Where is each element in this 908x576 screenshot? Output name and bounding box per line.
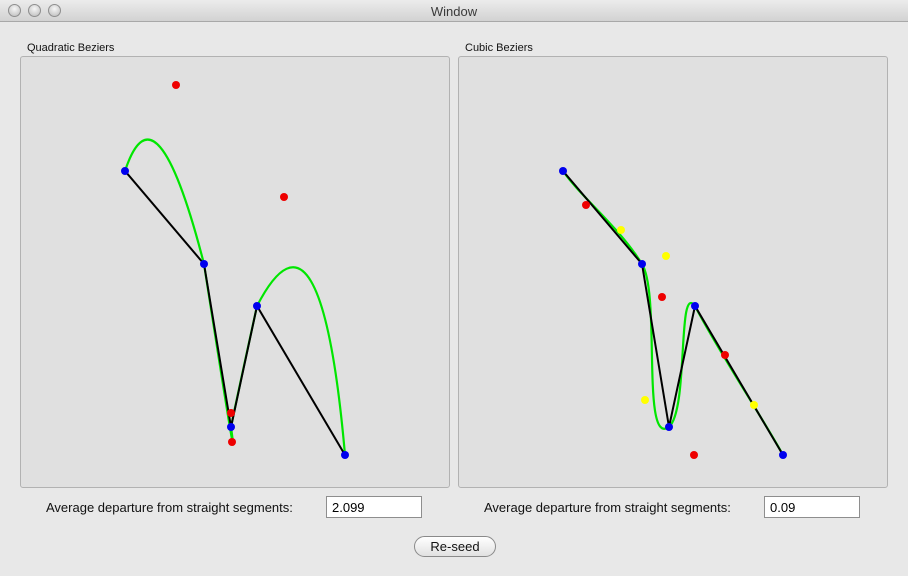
anchor-point[interactable] [253,302,261,310]
close-window-button[interactable] [8,4,21,17]
control-point[interactable] [227,409,235,417]
anchor-point[interactable] [341,451,349,459]
control-point[interactable] [617,226,625,234]
minimize-window-button[interactable] [28,4,41,17]
control-point[interactable] [280,193,288,201]
anchor-point[interactable] [638,260,646,268]
control-point[interactable] [690,451,698,459]
quadratic-panel-title: Quadratic Beziers [27,42,115,54]
anchor-point[interactable] [200,260,208,268]
quadratic-departure-field[interactable] [326,496,422,518]
control-point[interactable] [750,401,758,409]
cubic-drawing [559,167,787,459]
title-bar: Window [0,0,908,22]
window-title: Window [430,4,478,19]
quadratic-departure-label: Average departure from straight segments… [46,500,293,515]
anchor-point[interactable] [559,167,567,175]
cubic-bezier-canvas[interactable] [458,56,888,488]
quadratic-bezier-canvas[interactable] [20,56,450,488]
anchor-point[interactable] [665,423,673,431]
control-point[interactable] [172,81,180,89]
anchor-point[interactable] [227,423,235,431]
quadratic-drawing [121,81,349,459]
control-point[interactable] [721,351,729,359]
straight-segments [124,170,346,456]
cubic-departure-label: Average departure from straight segments… [484,500,731,515]
control-point[interactable] [582,201,590,209]
anchor-point[interactable] [691,302,699,310]
control-point[interactable] [658,293,666,301]
cubic-departure-field[interactable] [764,496,860,518]
straight-segments [562,170,784,456]
zoom-window-button[interactable] [48,4,61,17]
reseed-button[interactable]: Re-seed [414,536,496,557]
control-point[interactable] [641,396,649,404]
anchor-point[interactable] [779,451,787,459]
cubic-panel-title: Cubic Beziers [465,42,533,54]
control-point[interactable] [662,252,670,260]
control-point[interactable] [228,438,236,446]
anchor-point[interactable] [121,167,129,175]
